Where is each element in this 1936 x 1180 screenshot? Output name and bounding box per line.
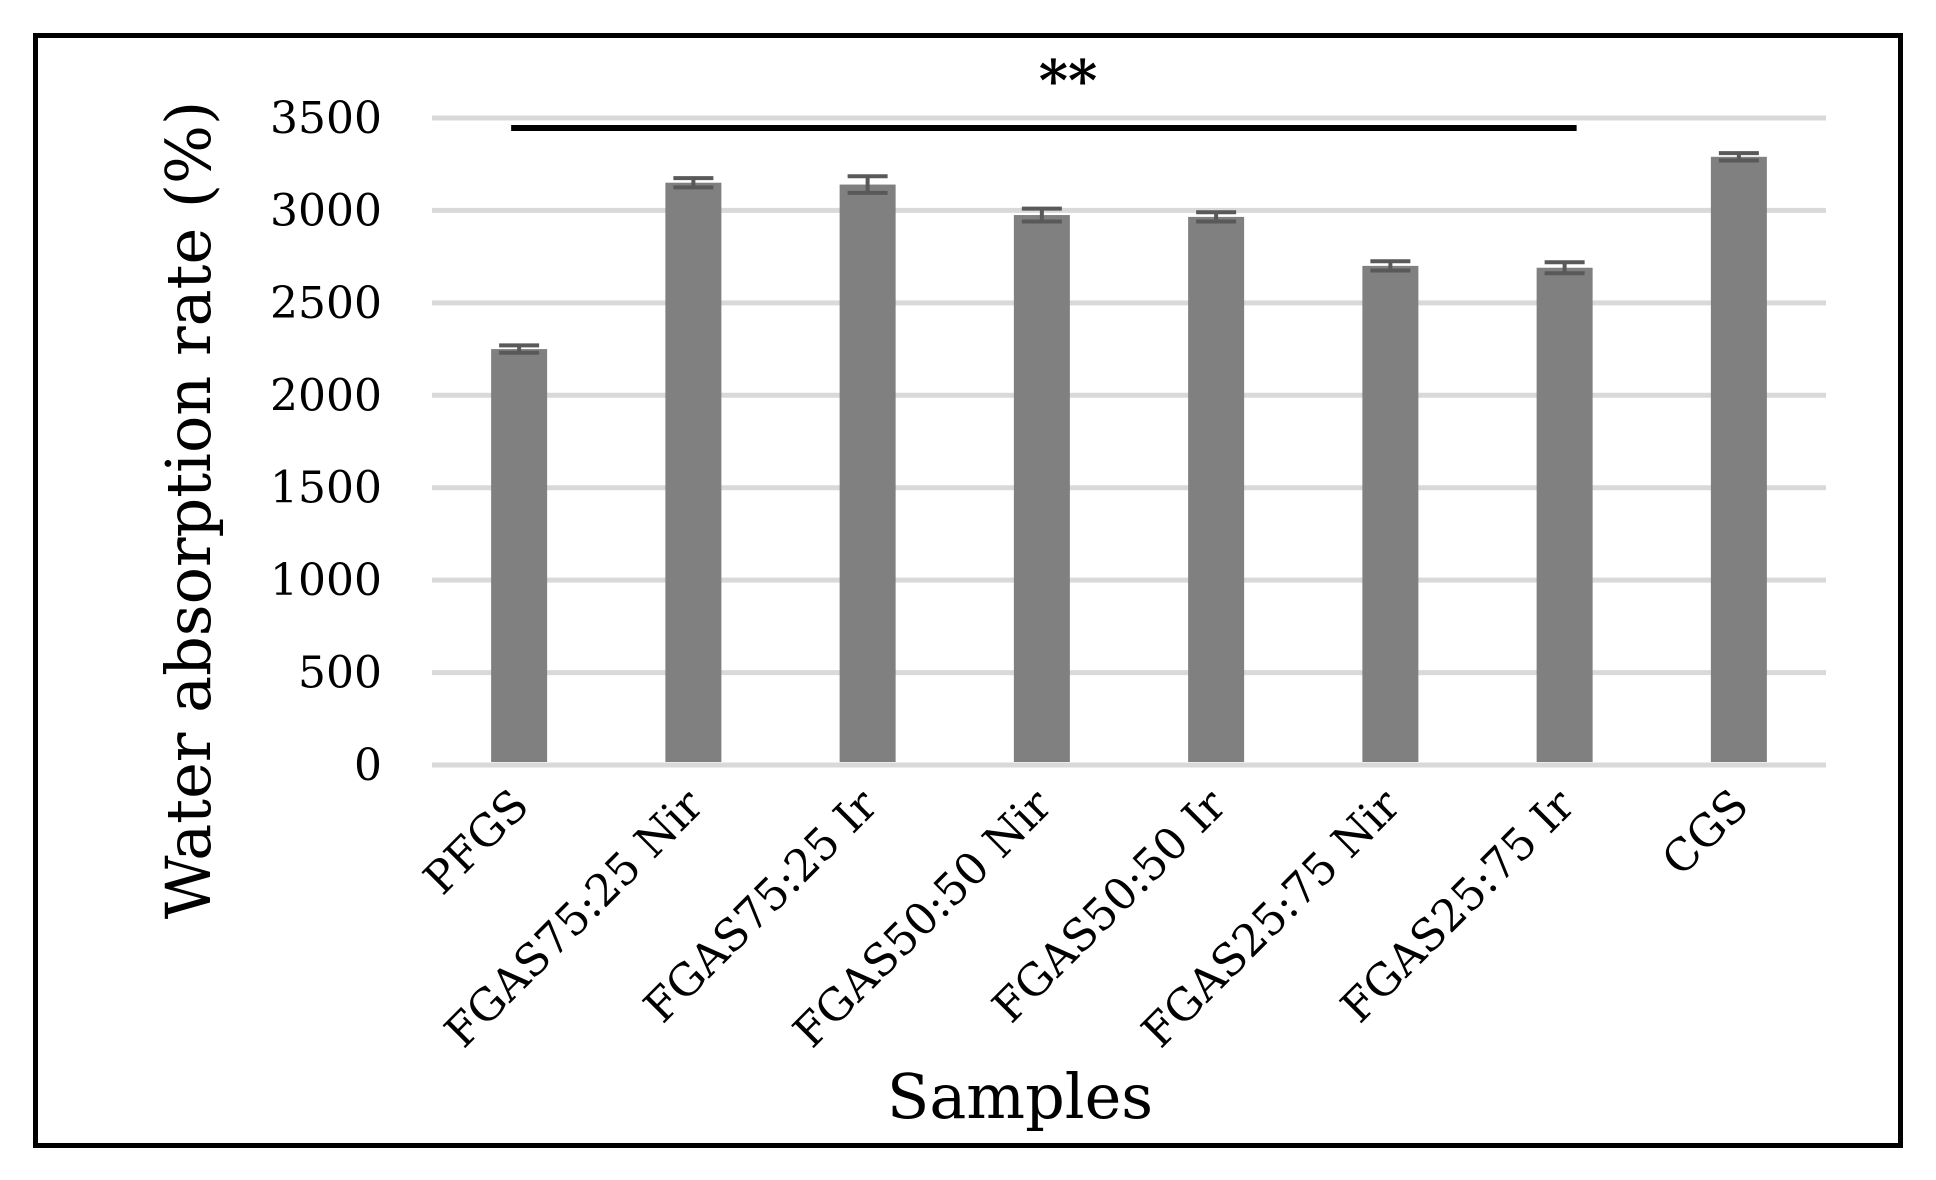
error-bar: [499, 343, 540, 355]
y-tick-label: 3500: [270, 93, 382, 144]
error-bar: [1544, 260, 1585, 276]
y-tick-label: 1500: [270, 463, 382, 514]
error-bar: [1718, 151, 1759, 163]
gridlines: [432, 115, 1826, 768]
bar: [1013, 215, 1070, 763]
bar: [1362, 265, 1419, 762]
x-axis-title: Samples: [887, 1060, 1153, 1133]
bars: [491, 156, 1767, 763]
error-bars: [499, 151, 1759, 355]
y-tick-label: 3000: [270, 185, 382, 236]
error-bar: [673, 176, 714, 190]
bar: [839, 184, 896, 762]
y-tick-label: 2000: [270, 370, 382, 421]
bar: [1536, 267, 1593, 762]
error-bar: [1196, 210, 1237, 224]
y-tick-label: 500: [298, 648, 382, 699]
bar: [1188, 216, 1245, 763]
bar: [491, 349, 548, 762]
bar: [1710, 156, 1767, 762]
y-tick-label: 0: [354, 740, 382, 791]
y-axis-title: Water absorption rate (%): [152, 101, 225, 919]
x-category-label: CGS: [1653, 780, 1759, 886]
y-tick-label: 2500: [270, 278, 382, 329]
x-category-label: PFGS: [414, 780, 539, 905]
bar: [665, 182, 722, 762]
significance-label: **: [1039, 48, 1098, 114]
error-bar: [847, 174, 888, 195]
y-axis-ticks: 0 500 1000 1500 2000 2500 3000 3500: [270, 93, 382, 791]
error-bar: [1370, 259, 1411, 273]
y-tick-label: 1000: [270, 555, 382, 606]
significance-annotation: **: [511, 48, 1577, 131]
error-bar: [1021, 206, 1062, 224]
